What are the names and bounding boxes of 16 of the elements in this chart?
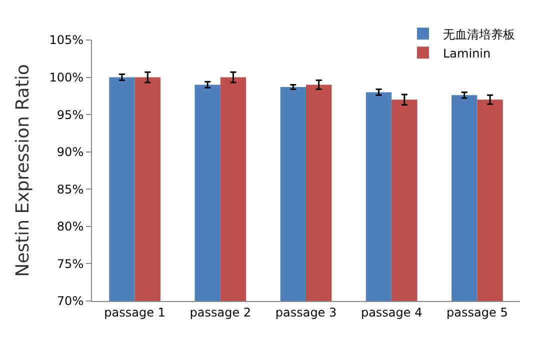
x-tick-label: passage 5 (446, 305, 508, 320)
y-tick-label: 100% (49, 70, 84, 84)
x-tick-label: passage 1 (104, 305, 166, 320)
x-tick-label: passage 4 (360, 305, 422, 320)
legend-label: Laminin (443, 46, 491, 60)
x-tick-label: passage 2 (190, 305, 252, 320)
y-tick-label: 105% (49, 33, 84, 48)
y-tick-label: 85% (56, 182, 84, 196)
x-tick-label: passage 3 (275, 305, 337, 320)
y-axis-title: Nestin Expression Ratio (12, 64, 34, 277)
legend-label: 无血清培养板 (443, 27, 515, 42)
y-tick-label: 95% (56, 108, 84, 122)
y-tick-label: 90% (56, 145, 84, 160)
y-tick-label: 70% (56, 294, 84, 308)
y-tick-label: 75% (56, 256, 84, 271)
y-tick-label: 80% (56, 220, 84, 234)
